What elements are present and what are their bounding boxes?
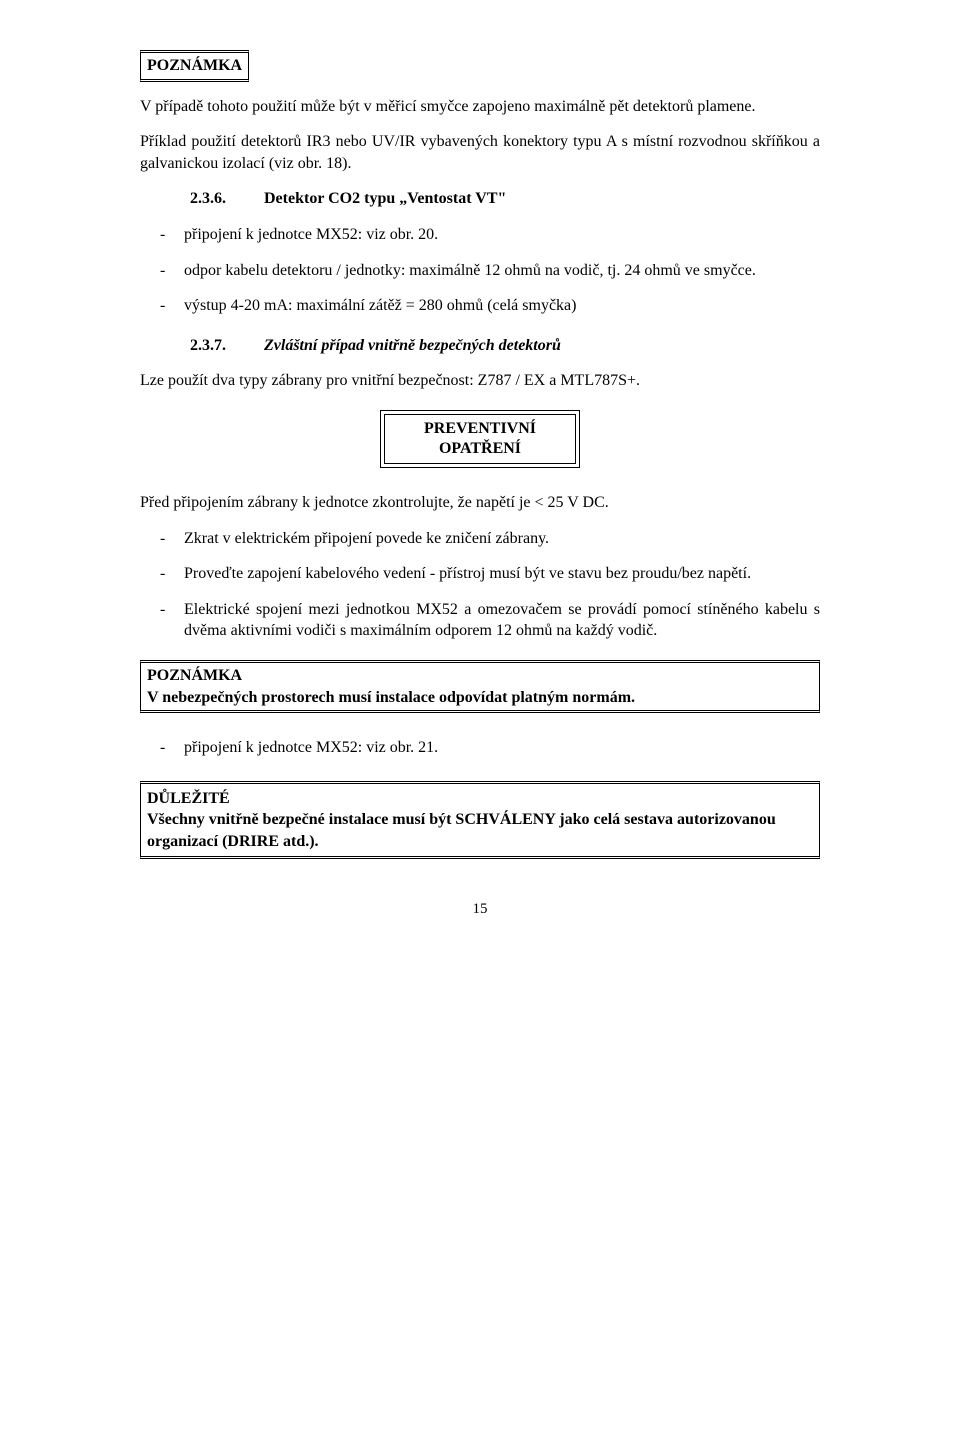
note-box-2: POZNÁMKA V nebezpečných prostorech musí … [140,660,820,713]
section-236-number: 2.3.6. [190,188,260,210]
section-237-number: 2.3.7. [190,335,260,357]
before-paragraph: Před připojením zábrany k jednotce zkont… [140,492,820,514]
bullets-237: Zkrat v elektrickém připojení povede ke … [140,528,820,642]
bullets-236: připojení k jednotce MX52: viz obr. 20. … [140,224,820,317]
section-236-title: Detektor CO2 typu „Ventostat VT" [264,190,506,207]
list-item: Elektrické spojení mezi jednotkou MX52 a… [140,599,820,642]
page-number: 15 [140,899,820,919]
ir-paragraph: Příklad použití detektorů IR3 nebo UV/IR… [140,131,820,174]
note-label-1: POZNÁMKA [147,57,242,74]
page: POZNÁMKA V případě tohoto použití může b… [70,0,890,970]
list-item: připojení k jednotce MX52: viz obr. 21. [140,737,820,759]
preventive-outer: PREVENTIVNÍ OPATŘENÍ [380,410,580,468]
intro-paragraph: V případě tohoto použití může být v měři… [140,96,820,118]
bullets-after: připojení k jednotce MX52: viz obr. 21. [140,737,820,759]
note-box-1: POZNÁMKA [140,50,249,82]
section-236-heading: 2.3.6. Detektor CO2 typu „Ventostat VT" [190,188,820,210]
list-item: Proveďte zapojení kabelového vedení - př… [140,563,820,585]
note-text-2: V nebezpečných prostorech musí instalace… [147,689,635,706]
preventive-inner: PREVENTIVNÍ OPATŘENÍ [384,414,576,464]
list-item: výstup 4-20 mA: maximální zátěž = 280 oh… [140,295,820,317]
list-item: odpor kabelu detektoru / jednotky: maxim… [140,260,820,282]
important-box: DŮLEŽITÉ Všechny vnitřně bezpečné instal… [140,781,820,860]
preventive-line2: OPATŘENÍ [439,440,521,457]
important-label: DŮLEŽITÉ [147,790,230,807]
barrier-paragraph: Lze použít dva typy zábrany pro vnitřní … [140,370,820,392]
list-item: Zkrat v elektrickém připojení povede ke … [140,528,820,550]
preventive-box: PREVENTIVNÍ OPATŘENÍ [380,410,580,468]
list-item: připojení k jednotce MX52: viz obr. 20. [140,224,820,246]
section-237-heading: 2.3.7. Zvláštní případ vnitřně bezpečnýc… [190,335,820,357]
note-label-2: POZNÁMKA [147,667,242,684]
section-237-title: Zvláštní případ vnitřně bezpečných detek… [264,337,561,354]
preventive-line1: PREVENTIVNÍ [424,420,536,437]
important-text: Všechny vnitřně bezpečné instalace musí … [147,811,776,850]
